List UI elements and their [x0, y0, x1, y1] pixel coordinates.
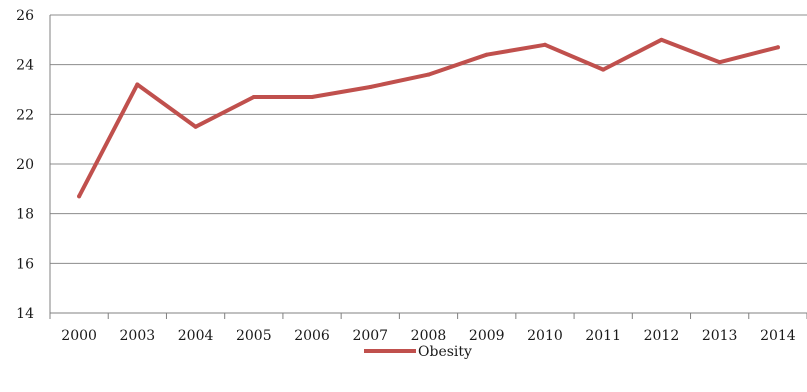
y-tick-label: 14	[16, 306, 34, 322]
x-tick-label: 2004	[178, 328, 214, 344]
x-tick-label: 2006	[294, 328, 330, 344]
y-axis: 14 16 18 20 22 24 26	[16, 8, 51, 322]
data-point	[193, 124, 198, 129]
x-tick-label: 2013	[702, 328, 738, 344]
y-tick-label: 24	[16, 58, 34, 74]
data-point	[368, 85, 373, 90]
data-point	[775, 45, 780, 50]
data-point	[601, 67, 606, 72]
data-point	[659, 37, 664, 42]
y-tick-label: 22	[16, 107, 34, 123]
x-tick-label: 2008	[411, 328, 447, 344]
series-line-obesity	[77, 37, 780, 199]
x-tick-label: 2000	[61, 328, 97, 344]
x-tick-label: 2011	[585, 328, 621, 344]
legend: Obesity	[364, 344, 472, 360]
x-axis: 2000 2003 2004 2005 2006 2007 2008 2009 2010 2011…	[49, 313, 807, 344]
data-point	[484, 52, 489, 57]
x-tick-label: 2005	[236, 328, 272, 344]
y-tick-label: 18	[16, 207, 34, 223]
legend-label-obesity: Obesity	[418, 344, 472, 360]
data-point	[542, 42, 547, 47]
data-point	[717, 60, 722, 65]
data-point	[77, 194, 82, 199]
data-point	[310, 94, 315, 99]
x-tick-label: 2009	[469, 328, 505, 344]
y-tick-label: 16	[16, 256, 34, 272]
x-tick-label: 2010	[527, 328, 563, 344]
x-tick-label: 2012	[644, 328, 680, 344]
y-tick-label: 26	[16, 8, 34, 24]
data-point	[426, 72, 431, 77]
x-tick-label: 2014	[760, 328, 796, 344]
data-point	[135, 82, 140, 87]
data-point	[251, 94, 256, 99]
series-layer	[77, 37, 780, 199]
x-tick-label: 2003	[120, 328, 156, 344]
gridlines	[50, 14, 807, 314]
y-tick-label: 20	[16, 157, 34, 173]
x-tick-label: 2007	[352, 328, 388, 344]
